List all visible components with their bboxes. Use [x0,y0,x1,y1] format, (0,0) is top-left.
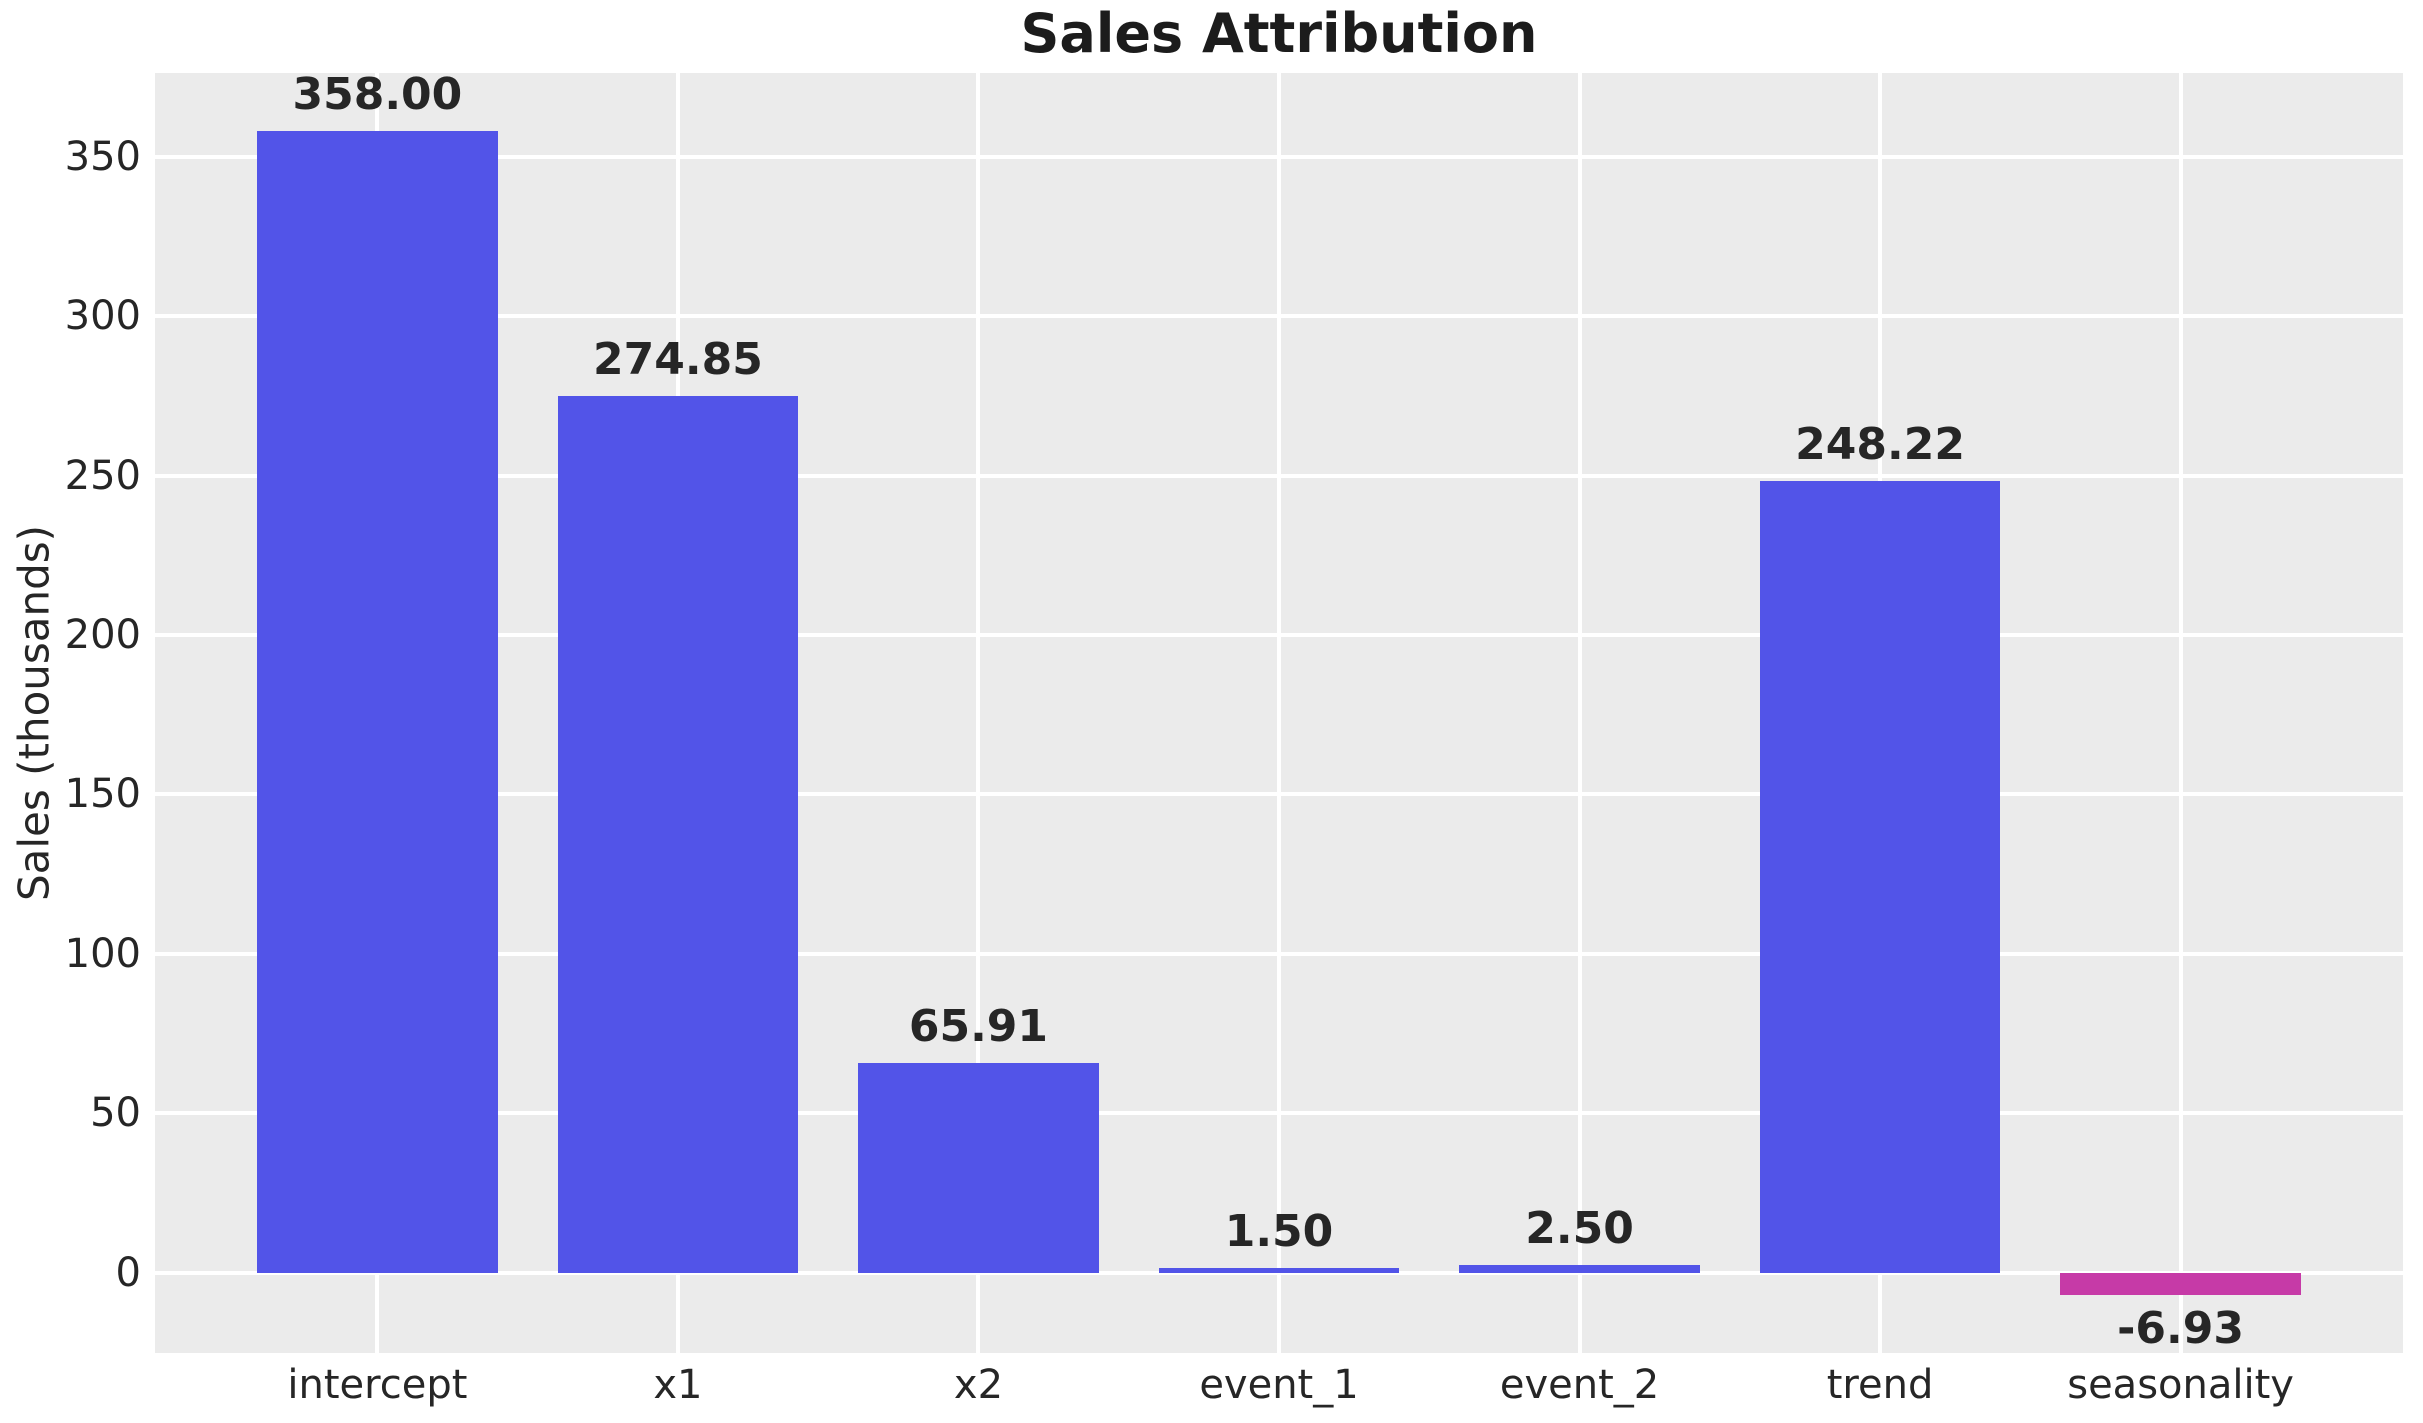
x-tick-x1: x1 [653,1362,703,1408]
bar-trend [1759,481,2001,1273]
x-tick-x2: x2 [953,1362,1004,1408]
bar-value-label-event_2: 2.50 [1525,1202,1634,1254]
y-tick-150: 150 [64,771,141,818]
bar-value-label-trend: 248.22 [1795,419,1965,471]
bar-event_1 [1158,1267,1400,1273]
y-tick-50: 50 [90,1090,141,1137]
y-tick-350: 350 [64,133,141,180]
y-tick-300: 300 [64,293,141,340]
y-tick-100: 100 [64,930,141,977]
bar-event_2 [1459,1264,1700,1273]
bar-value-label-intercept: 358.00 [292,69,463,121]
x-tick-intercept: intercept [287,1362,468,1408]
bar-value-label-seasonality: -6.93 [2117,1302,2244,1354]
x-tick-event_1: event_1 [1199,1362,1359,1408]
plot-area: 358.00 274.85 65.91 1.50 2.50 248.22 -6.93 [155,69,2403,1354]
bar-value-label-event_1: 1.50 [1224,1205,1334,1257]
x-tick-seasonality: seasonality [2067,1362,2294,1408]
x-tick-event_2: event_2 [1499,1362,1660,1408]
v-gridline-x2 [976,73,981,1353]
bar-intercept [257,131,498,1273]
bar-x1 [557,396,799,1273]
y-tick-200: 200 [64,611,141,658]
bar-x2 [858,1062,1099,1273]
v-gridline-event_2 [1577,73,1582,1353]
bar-value-label-x2: 65.91 [908,1000,1049,1052]
v-gridline-seasonality [2178,73,2183,1353]
chart-title: Sales Attribution [1020,2,1538,65]
bar-seasonality [2060,1272,2301,1295]
x-tick-trend: trend [1826,1362,1934,1408]
y-tick-250: 250 [64,452,141,499]
y-tick-0: 0 [115,1249,141,1296]
y-axis-label: Sales (thousands) [9,524,59,902]
bar-value-label-x1: 274.85 [593,334,763,386]
v-gridline-event_1 [1277,73,1281,1353]
